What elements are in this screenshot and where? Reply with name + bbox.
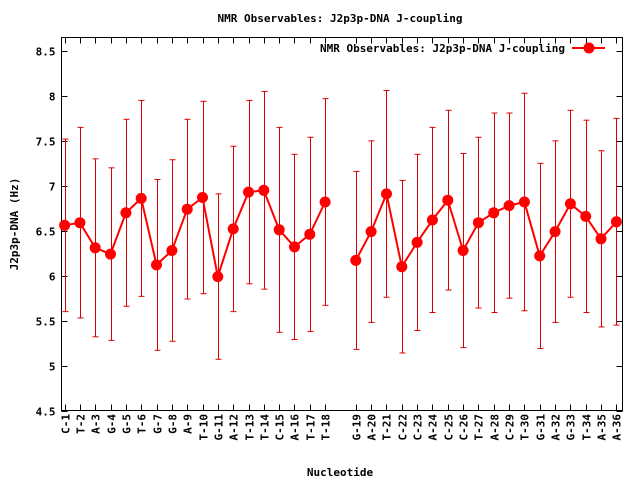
data-point <box>610 216 622 228</box>
legend-marker <box>583 42 595 54</box>
data-point <box>442 194 454 206</box>
x-tick-label: A-9 <box>182 414 195 434</box>
x-tick-label: T-17 <box>305 414 318 441</box>
x-tick-label: T-13 <box>244 414 257 441</box>
data-point <box>488 207 500 219</box>
x-tick-label: C-22 <box>397 414 410 441</box>
data-point <box>472 217 484 229</box>
data-point <box>549 226 561 238</box>
x-tick-labels: C-1 T-2 A-3 G-4 G-5 T-6 G-7 G-8 A-9 T-10 G-11 A-12 T… <box>60 414 624 441</box>
x-tick-label: C-26 <box>458 414 471 441</box>
x-tick-label: G-11 <box>213 414 226 441</box>
data-point <box>564 198 576 210</box>
y-tick-label: 6.5 <box>36 226 56 239</box>
data-point <box>365 226 377 238</box>
data-point <box>411 236 423 248</box>
x-tick-label: T-10 <box>198 414 211 441</box>
x-tick-label: G-7 <box>152 414 165 434</box>
y-tick-label: 5.5 <box>36 316 56 329</box>
data-point <box>89 242 101 254</box>
x-tick-label: C-15 <box>274 414 287 441</box>
x-tick-label: T-2 <box>75 414 88 434</box>
legend: NMR Observables: J2p3p-DNA J-coupling <box>320 42 605 55</box>
data-point <box>595 233 607 245</box>
x-tick-label: T-14 <box>259 414 272 441</box>
x-tick-label: G-33 <box>565 414 578 441</box>
x-axis-label: Nucleotide <box>307 466 374 479</box>
x-tick-label: T-30 <box>519 414 532 441</box>
x-tick-label: G-8 <box>167 414 180 434</box>
y-tick-labels: 4.5 5 5.5 6 6.5 7 7.5 8 8.5 <box>36 46 56 419</box>
data-point <box>304 228 316 240</box>
x-tick-label: G-4 <box>106 414 119 434</box>
y-tick-label: 7 <box>49 181 56 194</box>
x-tick-label: A-12 <box>228 414 241 441</box>
data-point <box>319 196 331 208</box>
data-point <box>166 245 178 256</box>
data-point <box>503 200 515 212</box>
x-tick-label: T-21 <box>381 414 394 441</box>
data-point <box>151 259 162 271</box>
data-point <box>105 248 116 260</box>
data-point <box>381 188 392 200</box>
data-point <box>426 214 438 226</box>
x-tick-label: G-5 <box>121 414 134 434</box>
y-axis-label: J2p3p-DNA (Hz) <box>8 178 21 271</box>
error-bars <box>62 90 620 360</box>
x-tick-label: C-1 <box>60 414 73 434</box>
data-point <box>289 241 300 253</box>
y-tick-label: 6 <box>49 271 56 284</box>
data-point <box>197 192 208 203</box>
chart-title: NMR Observables: J2p3p-DNA J-coupling <box>217 12 462 25</box>
data-point <box>273 224 285 236</box>
data-point <box>350 254 362 266</box>
x-tick-label: C-23 <box>412 414 425 441</box>
x-tick-label: C-29 <box>504 414 517 441</box>
data-point <box>135 192 147 204</box>
series-line <box>64 189 327 277</box>
y-tick-label: 4.5 <box>36 406 56 419</box>
y-tick-label: 8 <box>49 91 56 104</box>
x-tick-label: A-36 <box>611 414 624 441</box>
data-point <box>59 219 71 231</box>
x-tick-label: C-25 <box>443 414 456 441</box>
data-point <box>396 261 408 273</box>
data-point <box>120 207 132 219</box>
series-line <box>354 190 618 270</box>
x-tick-label: G-19 <box>351 414 364 441</box>
data-point <box>258 184 270 196</box>
y-tick-label: 8.5 <box>36 46 56 59</box>
data-point <box>212 271 224 283</box>
x-tick-label: T-27 <box>473 414 486 441</box>
data-points <box>59 184 622 283</box>
series-lines <box>64 189 618 277</box>
data-point <box>534 250 546 262</box>
data-point <box>243 186 254 198</box>
x-tick-label: A-16 <box>289 414 302 441</box>
x-tick-label: A-3 <box>90 414 103 434</box>
x-tick-label: A-32 <box>550 414 563 441</box>
axis-ticks <box>61 37 623 412</box>
x-tick-label: A-24 <box>427 414 440 441</box>
data-point <box>457 245 469 256</box>
x-tick-label: A-28 <box>489 414 502 441</box>
x-tick-label: T-6 <box>136 414 149 434</box>
y-tick-label: 7.5 <box>36 136 56 149</box>
x-tick-label: G-31 <box>535 414 548 441</box>
x-tick-label: T-34 <box>581 414 594 441</box>
x-tick-label: T-18 <box>320 414 333 441</box>
data-point <box>580 210 592 222</box>
x-tick-label: A-20 <box>366 414 379 441</box>
plot-frame <box>61 37 623 411</box>
x-tick-label: A-35 <box>596 414 609 441</box>
data-point <box>181 203 193 215</box>
y-tick-label: 5 <box>49 361 56 374</box>
data-point <box>227 223 239 235</box>
data-point <box>518 196 530 208</box>
legend-label: NMR Observables: J2p3p-DNA J-coupling <box>320 42 565 55</box>
data-point <box>74 217 86 229</box>
